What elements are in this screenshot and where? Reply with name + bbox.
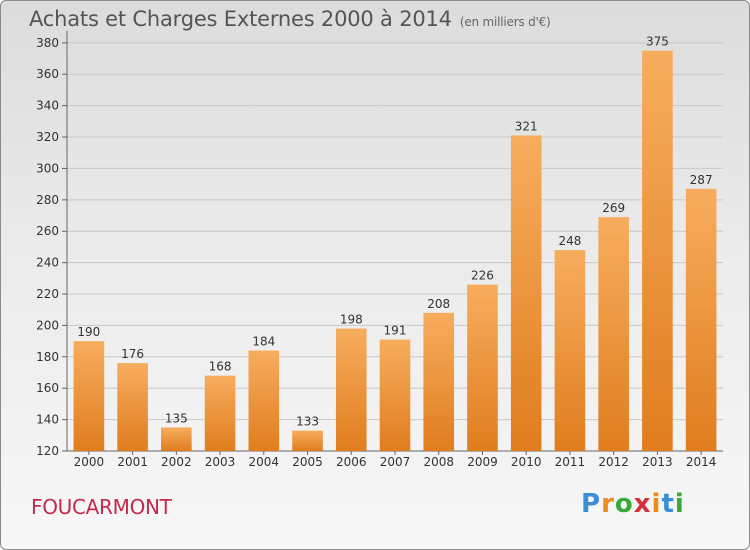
bar (685, 188, 717, 452)
y-tick-label: 200 (36, 318, 59, 332)
x-tick-label: 2001 (117, 455, 148, 469)
x-tick-label: 2005 (292, 455, 323, 469)
x-tick-label: 2008 (423, 455, 454, 469)
data-label: 248 (558, 234, 581, 248)
logo-letter: r (601, 489, 615, 519)
bar (379, 339, 411, 451)
x-tick-label: 2014 (686, 455, 717, 469)
bar (467, 284, 498, 451)
bar (510, 135, 542, 451)
data-label: 191 (384, 324, 407, 338)
x-tick-label: 2012 (598, 455, 629, 469)
bar (423, 312, 455, 451)
chart-title: Achats et Charges Externes 2000 à 2014 (e… (29, 7, 551, 31)
x-tick-label: 2006 (336, 455, 367, 469)
x-tick-label: 2002 (161, 455, 192, 469)
logo-letter: o (614, 489, 634, 519)
x-tick-label: 2009 (467, 455, 498, 469)
data-label: 168 (209, 360, 232, 374)
y-tick-label: 260 (36, 224, 59, 238)
x-tick-label: 2013 (642, 455, 673, 469)
data-label: 226 (471, 269, 494, 283)
data-label: 198 (340, 313, 363, 327)
bar (642, 50, 673, 451)
y-tick-label: 160 (36, 381, 59, 395)
data-label: 135 (165, 411, 188, 425)
commune-name: FOUCARMONT (31, 495, 172, 519)
bar (161, 427, 192, 451)
bar (248, 350, 280, 451)
logo-letter: x (633, 489, 652, 519)
x-tick-label: 2004 (249, 455, 280, 469)
y-tick-label: 240 (36, 256, 59, 270)
bar (292, 430, 323, 451)
y-tick-label: 380 (36, 36, 59, 50)
data-label: 375 (646, 35, 669, 49)
y-tick-label: 360 (36, 67, 59, 81)
y-tick-label: 220 (36, 287, 59, 301)
bar (554, 250, 586, 451)
data-label: 176 (121, 347, 144, 361)
logo-letter: i (651, 489, 662, 519)
bar (73, 341, 105, 451)
data-label: 133 (296, 415, 319, 429)
bar (117, 363, 148, 451)
chart-title-text: Achats et Charges Externes 2000 à 2014 (29, 7, 452, 31)
data-label: 269 (602, 201, 625, 215)
data-label: 190 (77, 325, 100, 339)
y-tick-label: 320 (36, 130, 59, 144)
y-tick-label: 140 (36, 413, 59, 427)
y-tick-label: 280 (36, 193, 59, 207)
y-tick-label: 340 (36, 99, 59, 113)
x-tick-label: 2000 (74, 455, 105, 469)
chart-subtitle: (en milliers d'€) (459, 15, 551, 29)
data-label: 184 (252, 335, 275, 349)
bar (598, 217, 629, 451)
x-tick-label: 2007 (380, 455, 411, 469)
bar (335, 328, 367, 451)
bar (204, 375, 236, 451)
proxiti-logo: Proxiti (581, 489, 685, 519)
x-tick-label: 2003 (205, 455, 236, 469)
logo-letter: t (661, 489, 675, 519)
y-tick-label: 180 (36, 350, 59, 364)
x-tick-label: 2010 (511, 455, 542, 469)
logo-letter: P (581, 489, 602, 519)
y-tick-label: 300 (36, 161, 59, 175)
data-label: 287 (690, 173, 713, 187)
y-tick-label: 120 (36, 444, 59, 458)
data-label: 321 (515, 119, 538, 133)
logo-letter: i (674, 489, 685, 519)
x-tick-label: 2011 (555, 455, 586, 469)
data-label: 208 (427, 297, 450, 311)
